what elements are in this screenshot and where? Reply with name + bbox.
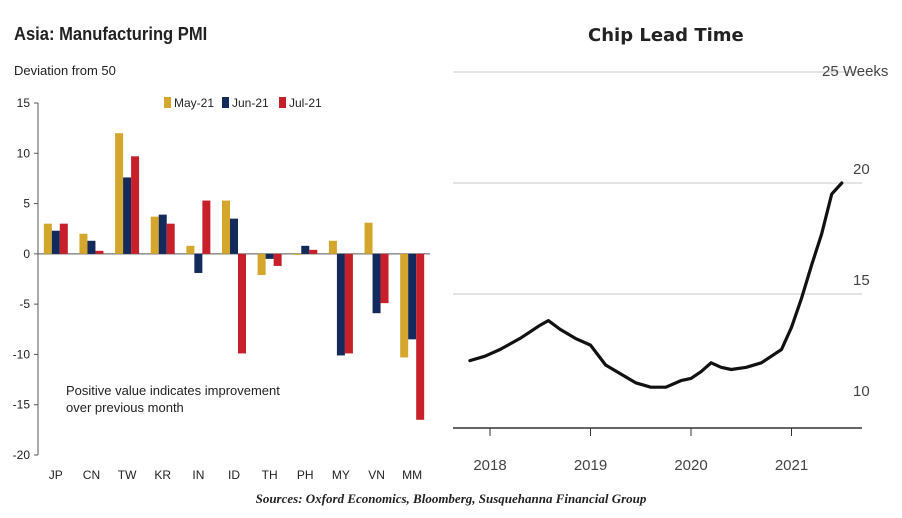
pmi-bar-jun-21-ph (301, 245, 310, 254)
pmi-x-tick-label: CN (83, 468, 100, 482)
pmi-bar-jul-21-jp (59, 223, 68, 254)
pmi-bar-may-21-jp (43, 223, 52, 254)
pmi-bar-jun-21-th (265, 253, 274, 259)
lead-time-series-line (468, 181, 844, 389)
pmi-bar-jun-21-tw (123, 177, 132, 254)
lead-y-tick-label: 15 (853, 272, 870, 289)
pmi-x-tick-label: TH (262, 468, 278, 482)
pmi-bar-jul-21-cn (95, 250, 104, 254)
pmi-bar-may-21-tw (115, 133, 124, 254)
pmi-bar-jun-21-kr (158, 214, 167, 254)
pmi-bar-may-21-th (257, 253, 266, 275)
pmi-bar-jul-21-kr (166, 223, 175, 254)
pmi-y-tick-label: 0 (23, 247, 30, 261)
pmi-y-tick-label: -10 (13, 347, 31, 361)
pmi-y-tick-label: 10 (17, 146, 31, 160)
pmi-bar-may-21-id (222, 200, 230, 254)
lead-y-unit-label: 25 Weeks (822, 63, 888, 80)
pmi-chart-subtitle: Deviation from 50 (14, 63, 116, 78)
pmi-bar-may-21-cn (79, 233, 88, 254)
pmi-x-tick-label: MM (402, 468, 422, 482)
pmi-bar-may-21-vn (364, 222, 373, 254)
lead-y-tick-label: 20 (853, 161, 870, 178)
pmi-y-tick-label: -15 (13, 398, 31, 412)
lead-time-chart-title: Chip Lead Time (588, 25, 744, 46)
pmi-bar-chart: 15 10 5 0 -5 -10 -15 -20 JP CN TW KR IN ID TH PH MY VN MM M… (13, 96, 430, 482)
pmi-y-tick-label: -5 (19, 297, 30, 311)
pmi-bar-jul-21-my (344, 253, 353, 354)
pmi-bar-jul-21-mm (416, 253, 425, 420)
pmi-y-tick-label: -20 (13, 448, 31, 462)
pmi-x-tick-label: IN (192, 468, 204, 482)
pmi-bar-jun-21-jp (51, 230, 60, 254)
pmi-bar-may-21-in (186, 245, 195, 254)
pmi-bar-jul-21-id (238, 253, 246, 354)
lead-y-tick-label: 10 (853, 383, 870, 400)
pmi-legend-label: Jun-21 (232, 96, 269, 110)
pmi-bar-jun-21-vn (372, 253, 381, 314)
lead-time-chart-panel: Chip Lead Time 2018 2019 2020 2021 20 15 10 25 … (450, 0, 902, 490)
pmi-legend-swatch-jun-21 (222, 97, 229, 108)
pmi-chart-title: Asia: Manufacturing PMI (14, 24, 208, 44)
pmi-bar-jul-21-tw (131, 156, 140, 254)
pmi-bar-jun-21-in (194, 253, 203, 273)
pmi-x-tick-label: ID (228, 468, 240, 482)
pmi-bar-jun-21-my (336, 253, 345, 356)
pmi-bar-may-21-mm (400, 253, 409, 358)
pmi-bar-may-21-ph (293, 253, 302, 255)
pmi-chart-panel: Asia: Manufacturing PMI Deviation from 5… (0, 0, 440, 490)
lead-x-tick-label: 2018 (473, 457, 506, 474)
pmi-bar-may-21-kr (150, 216, 159, 254)
pmi-bar-jun-21-cn (87, 240, 96, 254)
pmi-x-tick-label: KR (154, 468, 171, 482)
pmi-bar-jun-21-id (230, 218, 238, 254)
pmi-legend-label: May-21 (174, 96, 214, 110)
sources-footnote: Sources: Oxford Economics, Bloomberg, Su… (255, 491, 647, 506)
lead-time-line-chart: 2018 2019 2020 2021 20 15 10 25 Weeks (453, 63, 888, 474)
pmi-y-tick-label: 15 (17, 96, 31, 110)
pmi-bar-jul-21-in (202, 200, 211, 254)
lead-x-tick-label: 2020 (674, 457, 707, 474)
pmi-bar-jul-21-th (273, 253, 282, 266)
pmi-bar-may-21-my (328, 240, 337, 254)
pmi-bar-jul-21-vn (380, 253, 389, 304)
pmi-legend-label: Jul-21 (289, 96, 322, 110)
pmi-legend-swatch-jul-21 (279, 97, 286, 108)
pmi-x-tick-label: VN (368, 468, 385, 482)
lead-x-tick-label: 2021 (775, 457, 808, 474)
pmi-x-tick-label: PH (297, 468, 314, 482)
pmi-x-tick-label: JP (49, 468, 63, 482)
pmi-bar-jul-21-ph (309, 249, 318, 254)
pmi-y-tick-label: 5 (23, 197, 30, 211)
pmi-bar-jun-21-mm (408, 253, 417, 340)
pmi-x-tick-label: MY (332, 468, 350, 482)
pmi-x-tick-label: TW (118, 468, 137, 482)
lead-x-tick-label: 2019 (574, 457, 607, 474)
pmi-chart-note: Positive value indicates improvement ove… (66, 383, 280, 415)
pmi-legend-swatch-may-21 (164, 97, 171, 108)
